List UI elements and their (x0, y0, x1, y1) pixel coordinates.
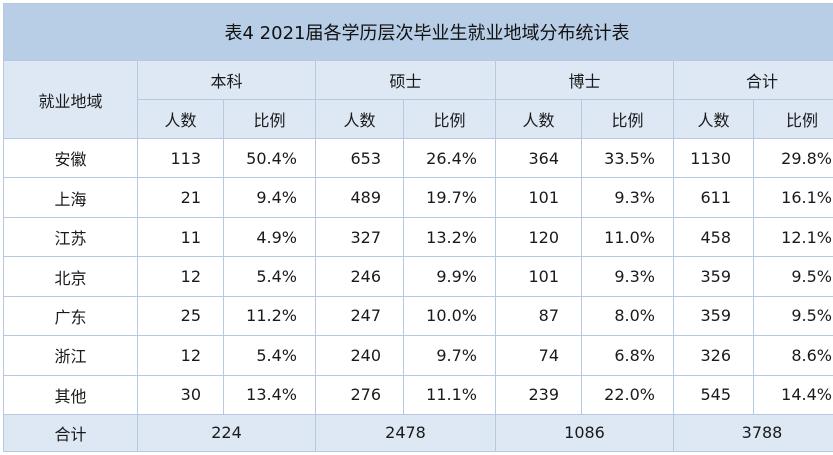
total-all: 3788 (673, 413, 833, 453)
table-row: 其他 30 13.4% 276 11.1% 239 22.0% 545 14.4% (3, 374, 833, 415)
count-cell: 120 (495, 216, 582, 258)
ratio-header: 比例 (581, 99, 674, 140)
ratio-cell: 33.5% (581, 138, 674, 179)
count-cell: 74 (495, 335, 582, 376)
ratio-cell: 9.3% (581, 177, 674, 218)
region-cell: 江苏 (3, 216, 138, 258)
count-cell: 101 (495, 256, 582, 297)
count-cell: 327 (315, 216, 404, 258)
region-cell: 上海 (3, 177, 138, 218)
table-row: 上海 21 9.4% 489 19.7% 101 9.3% 611 16.1% (3, 177, 833, 218)
region-cell: 浙江 (3, 335, 138, 376)
ratio-cell: 5.4% (223, 256, 316, 297)
count-cell: 364 (495, 138, 582, 179)
ratio-cell: 9.7% (403, 335, 496, 376)
ratio-cell: 9.9% (403, 256, 496, 297)
count-cell: 611 (673, 177, 754, 218)
ratio-cell: 11.0% (581, 216, 674, 258)
count-cell: 21 (137, 177, 224, 218)
ratio-cell: 4.9% (223, 216, 316, 258)
ratio-cell: 22.0% (581, 374, 674, 415)
table-container: 表4 2021届各学历层次毕业生就业地域分布统计表 就业地域 本科 硕士 博士 … (3, 2, 833, 453)
ratio-header: 比例 (753, 99, 833, 140)
ratio-cell: 9.5% (753, 256, 833, 297)
count-header: 人数 (495, 99, 582, 140)
count-cell: 359 (673, 256, 754, 297)
ratio-cell: 8.0% (581, 295, 674, 337)
region-header: 就业地域 (3, 60, 138, 140)
table-body: 安徽 113 50.4% 653 26.4% 364 33.5% 1130 29.8% 上海 21 9… (3, 138, 833, 415)
total-row: 合计 224 2478 1086 3788 (3, 413, 833, 453)
ratio-cell: 29.8% (753, 138, 833, 179)
count-cell: 653 (315, 138, 404, 179)
count-cell: 11 (137, 216, 224, 258)
count-cell: 458 (673, 216, 754, 258)
count-header: 人数 (315, 99, 404, 140)
table-row: 广东 25 11.2% 247 10.0% 87 8.0% 359 9.5% (3, 295, 833, 337)
count-cell: 247 (315, 295, 404, 337)
count-cell: 101 (495, 177, 582, 218)
ratio-cell: 9.4% (223, 177, 316, 218)
ratio-header: 比例 (403, 99, 496, 140)
group-header-bachelor: 本科 (137, 60, 316, 101)
table-row: 北京 12 5.4% 246 9.9% 101 9.3% 359 9.5% (3, 256, 833, 297)
ratio-cell: 19.7% (403, 177, 496, 218)
ratio-cell: 14.4% (753, 374, 833, 415)
count-cell: 87 (495, 295, 582, 337)
ratio-cell: 12.1% (753, 216, 833, 258)
count-cell: 359 (673, 295, 754, 337)
total-bachelor: 224 (137, 413, 316, 453)
count-cell: 30 (137, 374, 224, 415)
table-title: 表4 2021届各学历层次毕业生就业地域分布统计表 (3, 2, 833, 62)
ratio-cell: 16.1% (753, 177, 833, 218)
count-header: 人数 (673, 99, 754, 140)
count-cell: 276 (315, 374, 404, 415)
total-doctor: 1086 (495, 413, 674, 453)
count-cell: 12 (137, 335, 224, 376)
ratio-cell: 13.4% (223, 374, 316, 415)
ratio-cell: 11.1% (403, 374, 496, 415)
ratio-cell: 6.8% (581, 335, 674, 376)
table-row: 江苏 11 4.9% 327 13.2% 120 11.0% 458 12.1% (3, 216, 833, 258)
count-header: 人数 (137, 99, 224, 140)
ratio-cell: 9.3% (581, 256, 674, 297)
count-cell: 240 (315, 335, 404, 376)
region-cell: 广东 (3, 295, 138, 337)
table-row: 浙江 12 5.4% 240 9.7% 74 6.8% 326 8.6% (3, 335, 833, 376)
group-header-total: 合计 (673, 60, 833, 101)
total-label: 合计 (3, 413, 138, 453)
ratio-cell: 10.0% (403, 295, 496, 337)
count-cell: 545 (673, 374, 754, 415)
group-header-doctor: 博士 (495, 60, 674, 101)
ratio-header: 比例 (223, 99, 316, 140)
count-cell: 239 (495, 374, 582, 415)
count-cell: 246 (315, 256, 404, 297)
ratio-cell: 11.2% (223, 295, 316, 337)
count-cell: 1130 (673, 138, 754, 179)
count-cell: 326 (673, 335, 754, 376)
count-cell: 12 (137, 256, 224, 297)
ratio-cell: 5.4% (223, 335, 316, 376)
group-header-master: 硕士 (315, 60, 496, 101)
count-cell: 25 (137, 295, 224, 337)
ratio-cell: 50.4% (223, 138, 316, 179)
count-cell: 489 (315, 177, 404, 218)
ratio-cell: 9.5% (753, 295, 833, 337)
total-master: 2478 (315, 413, 496, 453)
employment-region-table: 表4 2021届各学历层次毕业生就业地域分布统计表 就业地域 本科 硕士 博士 … (3, 2, 833, 453)
ratio-cell: 26.4% (403, 138, 496, 179)
region-cell: 其他 (3, 374, 138, 415)
count-cell: 113 (137, 138, 224, 179)
table-row: 安徽 113 50.4% 653 26.4% 364 33.5% 1130 29.8% (3, 138, 833, 179)
region-cell: 北京 (3, 256, 138, 297)
region-cell: 安徽 (3, 138, 138, 179)
ratio-cell: 13.2% (403, 216, 496, 258)
ratio-cell: 8.6% (753, 335, 833, 376)
